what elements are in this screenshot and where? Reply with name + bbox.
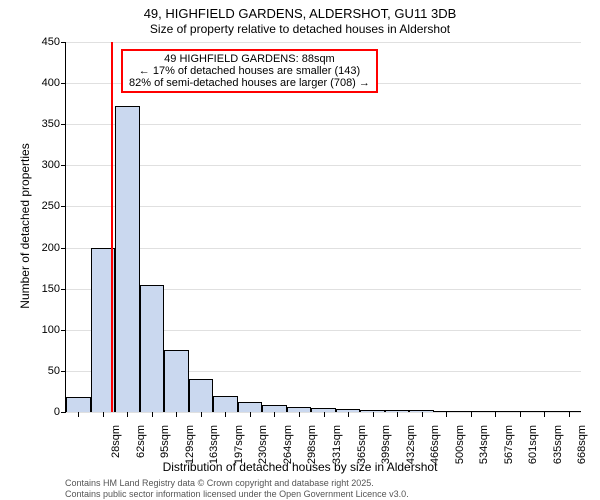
x-tick-label: 399sqm: [380, 425, 392, 465]
x-tick-label: 635sqm: [552, 425, 564, 465]
x-tick-mark: [299, 412, 300, 417]
x-tick-mark: [544, 412, 545, 417]
x-tick-label: 62sqm: [135, 425, 147, 465]
x-tick-mark: [78, 412, 79, 417]
annotation-line1: 49 HIGHFIELD GARDENS: 88sqm: [129, 53, 370, 65]
x-tick-mark: [373, 412, 374, 417]
x-tick-mark: [176, 412, 177, 417]
x-tick-mark: [274, 412, 275, 417]
histogram-bar: [213, 396, 238, 412]
y-tick-mark: [61, 248, 66, 249]
x-tick-label: 264sqm: [282, 425, 294, 465]
x-tick-label: 197sqm: [233, 425, 245, 465]
x-tick-label: 567sqm: [503, 425, 515, 465]
x-tick-label: 163sqm: [208, 425, 220, 465]
x-tick-mark: [152, 412, 153, 417]
annotation-box: 49 HIGHFIELD GARDENS: 88sqm← 17% of deta…: [121, 49, 378, 93]
x-tick-mark: [324, 412, 325, 417]
x-tick-mark: [520, 412, 521, 417]
gridline: [66, 206, 581, 207]
y-tick-label: 400: [25, 77, 60, 89]
x-tick-mark: [495, 412, 496, 417]
y-tick-label: 350: [25, 118, 60, 130]
y-tick-label: 0: [25, 406, 60, 418]
x-tick-label: 432sqm: [405, 425, 417, 465]
x-tick-label: 466sqm: [429, 425, 441, 465]
y-tick-mark: [61, 412, 66, 413]
x-tick-mark: [103, 412, 104, 417]
gridline: [66, 248, 581, 249]
y-tick-mark: [61, 124, 66, 125]
histogram-bar: [140, 285, 165, 412]
x-tick-label: 129sqm: [184, 425, 196, 465]
x-tick-label: 500sqm: [454, 425, 466, 465]
x-tick-mark: [422, 412, 423, 417]
annotation-line2: ← 17% of detached houses are smaller (14…: [129, 65, 370, 77]
chart-title-line1: 49, HIGHFIELD GARDENS, ALDERSHOT, GU11 3…: [0, 6, 600, 21]
footer-line2: Contains public sector information licen…: [65, 489, 409, 499]
y-tick-label: 450: [25, 36, 60, 48]
x-tick-mark: [569, 412, 570, 417]
x-tick-label: 331sqm: [331, 425, 343, 465]
x-tick-mark: [446, 412, 447, 417]
y-tick-label: 200: [25, 242, 60, 254]
x-tick-mark: [127, 412, 128, 417]
y-tick-mark: [61, 330, 66, 331]
x-tick-label: 28sqm: [110, 425, 122, 465]
y-tick-mark: [61, 206, 66, 207]
histogram-bar: [164, 350, 189, 412]
annotation-line3: 82% of semi-detached houses are larger (…: [129, 77, 370, 89]
x-tick-mark: [397, 412, 398, 417]
x-tick-label: 601sqm: [527, 425, 539, 465]
x-tick-label: 230sqm: [257, 425, 269, 465]
y-tick-mark: [61, 42, 66, 43]
histogram-bar: [66, 397, 91, 412]
x-tick-mark: [201, 412, 202, 417]
gridline: [66, 124, 581, 125]
y-tick-label: 250: [25, 200, 60, 212]
x-tick-label: 298sqm: [306, 425, 318, 465]
property-marker-line: [111, 42, 113, 412]
x-tick-label: 668sqm: [576, 425, 588, 465]
gridline: [66, 42, 581, 43]
chart-title-line2: Size of property relative to detached ho…: [0, 22, 600, 36]
y-tick-label: 50: [25, 365, 60, 377]
y-tick-label: 100: [25, 324, 60, 336]
footer-line1: Contains HM Land Registry data © Crown c…: [65, 478, 374, 488]
gridline: [66, 165, 581, 166]
histogram-bar: [189, 379, 214, 412]
y-tick-label: 300: [25, 159, 60, 171]
histogram-bar: [115, 106, 140, 412]
x-tick-label: 95sqm: [159, 425, 171, 465]
chart-plot-area: 49 HIGHFIELD GARDENS: 88sqm← 17% of deta…: [65, 42, 581, 413]
x-tick-mark: [225, 412, 226, 417]
x-tick-mark: [348, 412, 349, 417]
y-axis-label: Number of detached properties: [18, 126, 32, 326]
y-tick-mark: [61, 289, 66, 290]
x-tick-mark: [471, 412, 472, 417]
histogram-bar: [238, 402, 263, 412]
y-tick-mark: [61, 83, 66, 84]
x-tick-label: 534sqm: [478, 425, 490, 465]
y-tick-mark: [61, 371, 66, 372]
y-tick-label: 150: [25, 283, 60, 295]
x-tick-mark: [250, 412, 251, 417]
y-tick-mark: [61, 165, 66, 166]
x-tick-label: 365sqm: [356, 425, 368, 465]
